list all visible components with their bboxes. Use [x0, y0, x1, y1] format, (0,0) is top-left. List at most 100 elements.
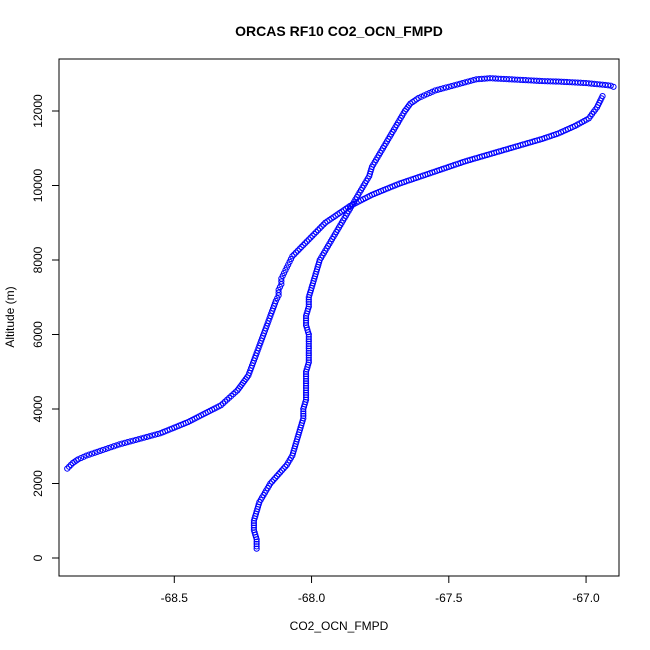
- data-point: [303, 238, 311, 245]
- data-point: [459, 79, 466, 87]
- data-point: [445, 83, 452, 90]
- data-point: [300, 242, 307, 249]
- data-point: [302, 377, 310, 385]
- data-point: [270, 476, 277, 483]
- data-point: [305, 354, 312, 361]
- data-point: [102, 445, 109, 453]
- y-axis: 0 2000 4000 6000 8000 10000 12000: [31, 94, 59, 561]
- data-point: [135, 436, 142, 443]
- data-point: [305, 336, 312, 343]
- data-point: [307, 234, 314, 241]
- y-tick-label: 0: [31, 554, 45, 561]
- data-point: [305, 347, 312, 354]
- data-point: [434, 86, 441, 93]
- data-point: [300, 410, 307, 417]
- data-point: [305, 350, 312, 357]
- data-point: [253, 540, 260, 548]
- data-point: [294, 247, 301, 254]
- y-axis-label: Altitude (m): [3, 286, 17, 347]
- x-tick-label: -68.5: [161, 591, 189, 605]
- data-point: [292, 249, 300, 256]
- data-point: [296, 245, 303, 252]
- data-point: [302, 389, 310, 396]
- data-point: [110, 443, 118, 450]
- data-point: [305, 352, 312, 359]
- y-tick-label: 4000: [31, 395, 45, 422]
- data-point: [91, 449, 98, 456]
- data-point: [64, 465, 71, 472]
- data-point: [83, 452, 90, 459]
- data-point: [302, 391, 310, 399]
- x-tick-label: -67.0: [572, 591, 600, 605]
- data-point: [448, 82, 455, 90]
- data-point: [86, 451, 93, 458]
- data-point: [451, 82, 458, 89]
- data-point: [105, 445, 112, 452]
- data-point: [309, 232, 316, 239]
- data-point: [300, 415, 307, 422]
- data-point: [130, 437, 137, 444]
- data-point: [282, 463, 289, 470]
- data-point: [464, 78, 472, 85]
- data-point: [151, 431, 159, 438]
- data-point: [291, 251, 298, 258]
- x-axis: -68.5 -68.0 -67.5 -67.0: [161, 576, 600, 605]
- y-tick-label: 2000: [31, 470, 45, 497]
- data-point: [442, 84, 450, 91]
- data-point: [311, 230, 318, 238]
- data-point: [305, 359, 312, 366]
- data-point: [277, 469, 284, 476]
- data-point: [599, 93, 606, 100]
- data-point: [140, 434, 148, 441]
- data-point: [278, 467, 286, 474]
- data-point: [302, 396, 310, 403]
- data-point: [440, 85, 447, 92]
- data-point: [305, 303, 312, 310]
- x-axis-label: CO2_OCN_FMPD: [290, 619, 389, 633]
- data-point: [278, 278, 285, 285]
- data-point: [97, 447, 104, 455]
- data-point: [456, 80, 463, 87]
- data-point: [113, 442, 120, 449]
- data-point: [124, 439, 131, 446]
- data-point: [99, 446, 107, 454]
- data-point: [275, 289, 282, 296]
- data-point: [302, 394, 310, 401]
- data-point: [250, 524, 258, 531]
- data-point: [314, 227, 322, 234]
- data-point: [250, 526, 258, 534]
- data-point: [300, 412, 307, 420]
- data-point: [453, 81, 461, 88]
- y-tick-label: 10000: [31, 168, 45, 202]
- y-tick-label: 12000: [31, 94, 45, 128]
- data-point: [146, 433, 153, 440]
- data-point: [604, 82, 612, 89]
- data-point: [305, 357, 312, 364]
- data-point: [302, 384, 310, 392]
- y-tick-label: 6000: [31, 321, 45, 348]
- data-point: [302, 319, 310, 326]
- data-point: [250, 522, 258, 529]
- data-point: [305, 236, 312, 243]
- plot-frame: [58, 58, 620, 577]
- data-point: [607, 82, 614, 89]
- data-point: [305, 301, 312, 308]
- data-point: [88, 450, 96, 457]
- data-point: [467, 77, 474, 84]
- data-point: [305, 340, 312, 347]
- data-point: [275, 471, 282, 478]
- chart-title: ORCAS RF10 CO2_OCN_FMPD: [235, 23, 443, 39]
- data-point: [305, 345, 312, 352]
- data-point: [94, 448, 101, 455]
- data-point: [302, 387, 310, 394]
- data-point: [65, 463, 73, 470]
- data-point: [302, 382, 310, 389]
- data-point: [302, 375, 310, 382]
- data-point: [273, 472, 281, 480]
- data-point: [268, 478, 276, 485]
- data-point: [431, 87, 439, 94]
- data-point: [302, 373, 310, 380]
- x-tick-label: -67.5: [435, 591, 463, 605]
- data-point: [138, 435, 145, 442]
